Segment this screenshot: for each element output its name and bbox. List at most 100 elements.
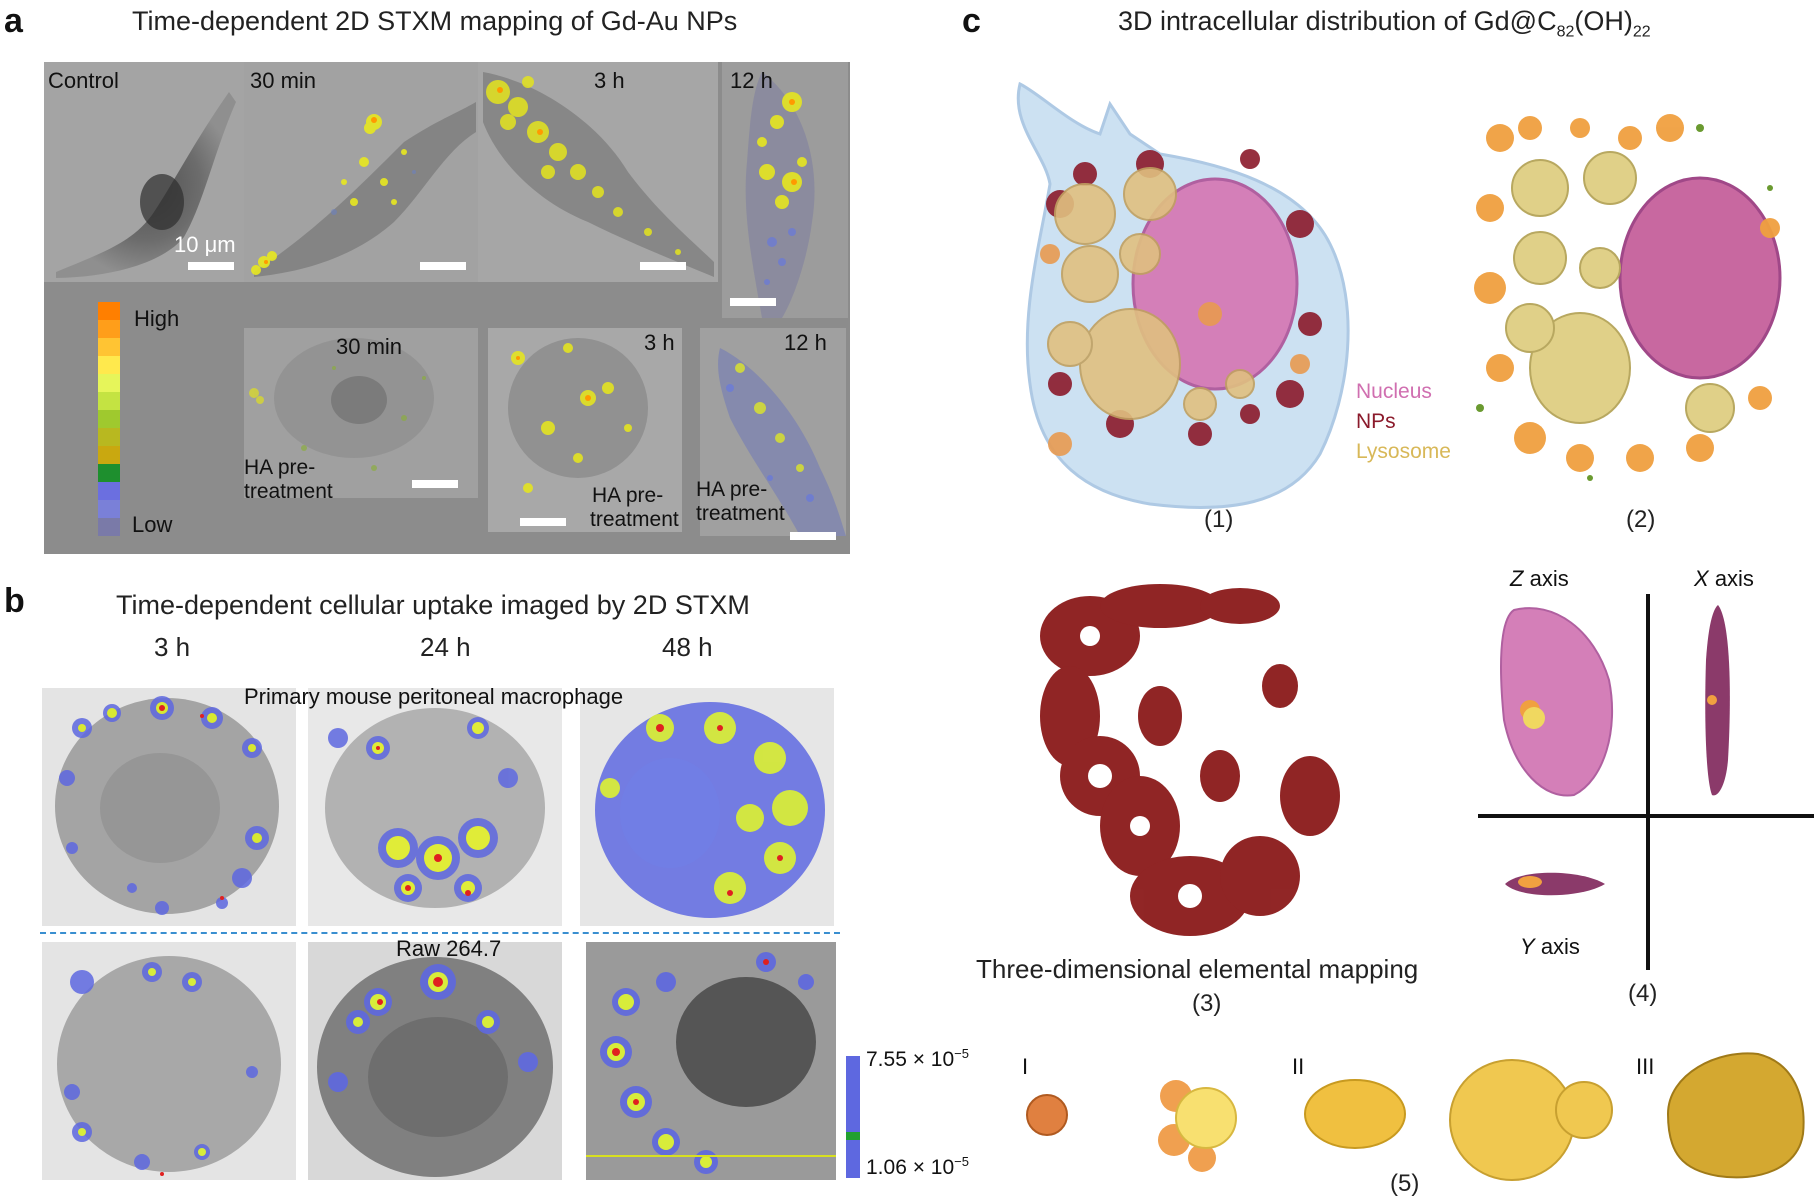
ha-pretreatment-label-3b: treatment — [696, 502, 785, 525]
axis-divider-vertical — [1646, 594, 1650, 970]
colorbar-max-label: 7.55 × 10−5 — [866, 1046, 969, 1072]
legend-low-label: Low — [132, 512, 173, 537]
row2-30min-label: 30 min — [336, 334, 403, 359]
y-axis-word: axis — [1540, 934, 1580, 959]
control-cell-image — [44, 62, 244, 282]
cell-3d-render-1 — [1016, 81, 1350, 509]
legend-high-label: High — [134, 306, 180, 331]
row1-12h-label: 12 h — [730, 68, 773, 93]
scalebar — [520, 518, 566, 526]
caption-3: (3) — [1192, 990, 1222, 1017]
scalebar — [420, 262, 466, 270]
scalebar — [730, 298, 776, 306]
cell-3d-render-2 — [1474, 114, 1782, 481]
legend-swatch — [98, 464, 120, 482]
legend-lysosome: Lysosome — [1356, 440, 1451, 463]
scalebar — [640, 262, 686, 270]
y-axis-letter: Y — [1520, 934, 1535, 959]
legend-swatch — [98, 302, 120, 320]
cell-12h-image — [722, 62, 848, 318]
scalebar — [790, 532, 836, 540]
intensity-legend — [98, 302, 120, 536]
macrophage-row-label: Primary mouse peritoneal macrophage — [244, 684, 624, 709]
legend-nucleus: Nucleus — [1356, 380, 1432, 403]
caption-5: (5) — [1390, 1170, 1420, 1197]
panel-c-title-sub1: 82 — [1556, 23, 1575, 41]
colorbar-max-exp: −5 — [954, 1046, 969, 1061]
panel-b-title: Time-dependent cellular uptake imaged by… — [116, 590, 750, 620]
legend-swatch — [98, 392, 120, 410]
time-label-3h: 3 h — [154, 632, 191, 662]
legend-swatch — [98, 482, 120, 500]
panel-a-title: Time-dependent 2D STXM mapping of Gd-Au … — [132, 6, 738, 36]
ha-pretreatment-label-1: HA pre- — [244, 456, 316, 479]
macrophage-3h-image — [42, 688, 296, 926]
raw-48h-image — [586, 942, 836, 1180]
ha-pretreatment-label-3: HA pre- — [696, 478, 768, 501]
lysosome-type-II-single — [1304, 1079, 1406, 1149]
panel-c-title-sub2: 22 — [1632, 23, 1651, 41]
time-label-48h: 48 h — [662, 632, 713, 662]
scalebar-label: 10 μm — [174, 232, 236, 257]
elemental-mapping-3d — [1040, 584, 1340, 936]
legend-swatch — [98, 320, 120, 338]
nucleus-x-view — [1705, 605, 1730, 796]
y-axis-label: Y axis — [1520, 934, 1580, 960]
macrophage-48h-image — [580, 688, 834, 926]
legend-swatch — [98, 518, 120, 536]
ha-pretreatment-label-2: HA pre- — [592, 484, 664, 507]
panel-a-letter: a — [4, 2, 23, 40]
caption-1: (1) — [1204, 506, 1234, 533]
legend-swatch — [98, 500, 120, 518]
lysosome-type-I-cluster — [1158, 1080, 1237, 1172]
row2-12h-label: 12 h — [784, 330, 827, 355]
raw-24h-image — [308, 942, 562, 1180]
panel-c-title: 3D intracellular distribution of Gd@C82(… — [1118, 6, 1651, 41]
raw-3h-image — [42, 942, 296, 1180]
roman-III: III — [1636, 1054, 1655, 1079]
macrophage-24h-image — [308, 688, 562, 926]
x-axis-letter: X — [1694, 566, 1709, 591]
caption-2: (2) — [1626, 506, 1656, 533]
x-axis-word: axis — [1714, 566, 1754, 591]
caption-4: (4) — [1628, 980, 1658, 1007]
nucleus-z-view — [1500, 607, 1613, 797]
ha-pretreatment-label-2b: treatment — [590, 508, 679, 531]
control-label: Control — [48, 68, 119, 93]
lysosome-type-I-small — [1026, 1094, 1068, 1136]
row2-3h-label: 3 h — [644, 330, 675, 355]
panel-b-letter: b — [4, 582, 25, 620]
colorbar-min-text: 1.06 × 10 — [866, 1156, 955, 1179]
colorbar-min-label: 1.06 × 10−5 — [866, 1154, 969, 1180]
nucleus-y-view — [1505, 872, 1605, 896]
legend-swatch — [98, 338, 120, 356]
legend-swatch — [98, 428, 120, 446]
roman-II: II — [1292, 1054, 1305, 1079]
panel-c-title-mid: (OH) — [1574, 6, 1633, 36]
roman-I: I — [1022, 1054, 1029, 1079]
panel-c-title-prefix: 3D intracellular distribution of Gd@C — [1118, 6, 1557, 36]
scalebar — [412, 480, 458, 488]
lysosome-type-II-fused — [1449, 1059, 1613, 1181]
row1-30min-label: 30 min — [250, 68, 317, 93]
axis-divider-horizontal — [1478, 814, 1814, 818]
colorbar-green-mark — [846, 1132, 860, 1140]
scalebar — [188, 262, 234, 270]
lysosome-type-III — [1666, 1052, 1805, 1179]
panel-c-letter: c — [962, 2, 981, 40]
ha-pretreatment-label-1b: treatment — [244, 480, 333, 503]
cell-3h-image — [478, 62, 718, 282]
row-divider — [40, 932, 840, 934]
ha-12h-image — [700, 328, 846, 536]
legend-swatch — [98, 356, 120, 374]
raw-row-label: Raw 264.7 — [396, 936, 502, 961]
colorbar-min-exp: −5 — [954, 1154, 969, 1169]
z-axis-word: axis — [1529, 566, 1569, 591]
z-axis-label: Z axis — [1510, 566, 1569, 592]
ha-3h-image — [488, 328, 682, 532]
cell-30min-image — [244, 62, 478, 282]
legend-swatch — [98, 446, 120, 464]
x-axis-label: X axis — [1694, 566, 1754, 592]
colorbar — [846, 1056, 860, 1178]
legend-swatch — [98, 410, 120, 428]
